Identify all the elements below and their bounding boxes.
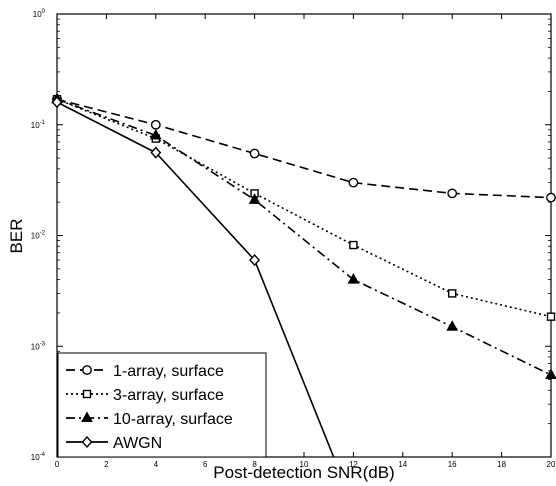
data-point <box>546 192 556 203</box>
legend-item: 1-array, surface <box>66 363 224 380</box>
data-point <box>347 273 360 284</box>
legend-label: 3-array, surface <box>113 387 224 404</box>
x-tick-label: 14 <box>398 460 407 469</box>
series-4 <box>51 96 335 458</box>
series-line <box>56 98 552 318</box>
legend: 1-array, surface 3-array, surface 10-array… <box>57 352 267 458</box>
x-tick-label: 2 <box>104 460 109 469</box>
x-axis-label: Post-detection SNR(dB) <box>213 463 394 482</box>
data-point <box>150 146 162 159</box>
legend-item: 10-array, surface <box>66 411 233 428</box>
x-tick-label: 20 <box>547 460 556 469</box>
data-point <box>149 128 162 140</box>
y-tick-label: 10-4 <box>31 452 46 462</box>
y-tick-label: 10-2 <box>31 231 46 241</box>
data-point <box>349 240 358 250</box>
series-line <box>56 101 335 458</box>
x-axis-ticks: 0 2 4 6 8 10 12 14 16 18 20 <box>55 14 556 469</box>
x-tick-label: 0 <box>55 460 60 469</box>
data-point <box>249 148 260 159</box>
x-tick-label: 10 <box>300 460 309 469</box>
x-tick-label: 16 <box>448 460 457 469</box>
y-tick-label: 100 <box>33 9 46 19</box>
legend-marker <box>82 365 92 375</box>
series-layer <box>51 92 556 458</box>
legend-item: AWGN <box>66 435 162 452</box>
x-tick-label: 12 <box>349 460 358 469</box>
legend-label: AWGN <box>113 435 162 452</box>
data-point <box>150 119 161 130</box>
data-point <box>248 193 261 204</box>
legend-marker <box>81 411 93 422</box>
data-point <box>546 312 556 321</box>
data-point <box>447 188 458 199</box>
data-point <box>448 289 457 298</box>
x-tick-label: 6 <box>203 460 208 469</box>
y-tick-label: 10-1 <box>31 120 46 130</box>
data-point <box>446 320 459 331</box>
data-point <box>51 96 63 109</box>
legend-marker <box>82 389 92 399</box>
legend-label: 1-array, surface <box>113 363 224 380</box>
legend-label: 10-array, surface <box>113 411 233 428</box>
legend-box <box>57 352 267 458</box>
y-tick-label: 10-3 <box>31 341 46 351</box>
legend-item: 3-array, surface <box>66 387 224 404</box>
x-tick-label: 8 <box>252 460 257 469</box>
series-line <box>56 98 552 199</box>
y-axis-label: BER <box>7 219 26 254</box>
y-axis-ticks: 100 10-1 10-2 10-3 10-4 <box>31 9 551 462</box>
legend-items: 1-array, surface 3-array, surface 10-array… <box>66 363 233 452</box>
data-point <box>545 368 556 380</box>
x-tick-label: 18 <box>497 460 506 469</box>
data-point <box>348 177 359 188</box>
legend-marker <box>81 435 93 449</box>
x-tick-label: 4 <box>154 460 159 469</box>
data-point <box>249 254 261 267</box>
series-line <box>56 98 552 376</box>
